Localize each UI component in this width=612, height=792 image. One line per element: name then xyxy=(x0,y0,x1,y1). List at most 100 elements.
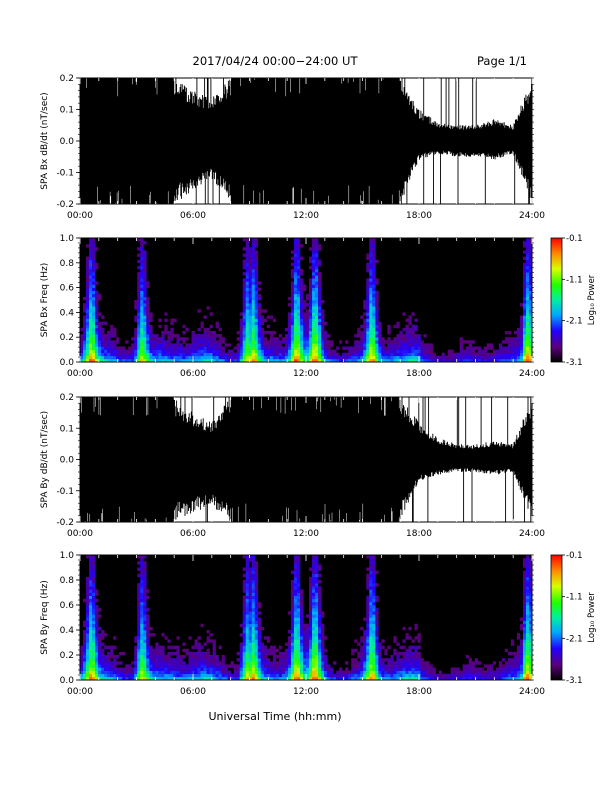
spectrogram-cell xyxy=(435,358,439,363)
spectrogram-cell xyxy=(242,272,247,276)
spectrogram-cell xyxy=(95,262,99,267)
spectrogram-cell xyxy=(263,661,268,665)
spectrogram-cell xyxy=(366,636,370,640)
spectrogram-cell xyxy=(324,343,328,347)
spectrogram-cell xyxy=(152,633,156,637)
spectrogram-cell xyxy=(236,349,240,353)
spectrogram-cell xyxy=(369,318,373,322)
spectrogram-cell xyxy=(176,358,180,363)
spectrogram-cell xyxy=(312,601,316,606)
spectrogram-cell xyxy=(420,664,424,668)
spectrogram-cell xyxy=(357,673,361,678)
spectrogram-cell xyxy=(92,318,96,322)
spectrogram-cell xyxy=(408,664,412,668)
spectrogram-cell xyxy=(95,633,99,637)
spectrogram-cell xyxy=(309,312,313,316)
spectrogram-cell xyxy=(254,238,259,242)
spectrogram-cell xyxy=(98,676,102,681)
spectrogram-cell xyxy=(248,290,253,295)
spectrogram-cell xyxy=(299,623,304,628)
spectrogram-cell xyxy=(248,300,253,304)
spectrogram-cell xyxy=(146,664,150,668)
spectrogram-cell xyxy=(315,564,319,568)
spectrogram-cell xyxy=(140,633,144,637)
spectrogram-cell xyxy=(525,250,530,254)
spectrogram-cell xyxy=(275,358,280,363)
spectrogram-cell xyxy=(98,645,102,650)
spectrogram-cell xyxy=(378,337,382,341)
spectrogram-cell xyxy=(137,287,141,291)
spectrogram-cell xyxy=(260,343,265,347)
spectrogram-cell xyxy=(119,670,123,675)
spectrogram-cell xyxy=(212,645,216,650)
spectrogram-cell xyxy=(248,642,253,646)
spectrogram-cell xyxy=(101,636,105,640)
spectrogram-cell xyxy=(296,614,301,618)
spectrogram-cell xyxy=(263,667,268,671)
spectrogram-cell xyxy=(495,670,500,675)
spectrogram-cell xyxy=(239,327,244,332)
spectrogram-cell xyxy=(98,331,102,335)
spectrogram-cell xyxy=(290,626,295,631)
spectrogram-cell xyxy=(101,331,105,335)
spectrogram-cell xyxy=(312,346,316,350)
spectrogram-cell xyxy=(221,667,225,671)
spectrogram-cell xyxy=(438,355,442,360)
spectrogram-cell xyxy=(513,358,518,363)
spectrogram-cell xyxy=(525,614,530,618)
spectrogram-cell xyxy=(101,327,105,332)
spectrogram-cell xyxy=(254,293,259,298)
spectrogram-cell xyxy=(312,259,316,264)
spectrogram-cell xyxy=(143,645,147,650)
spectrogram-cell xyxy=(83,655,87,659)
spectrogram-cell xyxy=(408,331,412,335)
spectrogram-cell xyxy=(369,343,373,347)
spectrogram-cell xyxy=(146,355,150,360)
spectrogram-cell xyxy=(519,626,524,631)
spectrogram-cell xyxy=(242,259,247,264)
spectrogram-cell xyxy=(290,346,295,350)
spectrogram-cell xyxy=(263,340,268,344)
spectrogram-cell xyxy=(327,355,331,360)
spectrogram-cell xyxy=(89,352,93,357)
spectrogram-cell xyxy=(369,564,373,568)
spectrogram-cell xyxy=(369,355,373,360)
spectrogram-cell xyxy=(137,247,141,251)
spectrogram-cell xyxy=(381,346,385,350)
spectrogram-cell xyxy=(95,670,99,675)
spectrogram-cell xyxy=(318,321,322,326)
spectrogram-cell xyxy=(513,349,518,353)
spectrogram-cell xyxy=(522,642,527,646)
spectrogram-cell xyxy=(248,340,253,344)
spectrogram-cell xyxy=(80,655,84,659)
spectrogram-cell xyxy=(83,664,87,668)
spectrogram-cell xyxy=(101,651,105,656)
spectrogram-cell xyxy=(468,667,473,671)
spectrogram-cell xyxy=(405,676,409,681)
spectrogram-cell xyxy=(501,670,506,675)
spectrogram-cell xyxy=(327,334,331,338)
spectrogram-cell xyxy=(290,611,295,615)
spectrogram-cell xyxy=(363,648,367,653)
spectrogram-cell xyxy=(528,658,533,662)
spectrogram-cell xyxy=(254,253,259,257)
spectrogram-cell xyxy=(312,573,316,578)
spectrogram-cell xyxy=(318,673,322,678)
spectrogram-cell xyxy=(278,340,283,344)
spectrogram-cell xyxy=(194,352,198,357)
spectrogram-cell xyxy=(522,343,527,347)
spectrogram-cell xyxy=(315,667,319,671)
spectrogram-cell xyxy=(296,318,301,322)
spectrogram-cell xyxy=(522,655,527,659)
spectrogram-cell xyxy=(369,645,373,650)
spectrogram-cell xyxy=(200,358,204,363)
spectrogram-cell xyxy=(525,284,530,288)
spectrogram-cell xyxy=(80,334,84,338)
spectrogram-cell xyxy=(209,664,213,668)
y-axis-label: SPA Bx Freq (Hz) xyxy=(40,263,50,338)
spectrogram-cell xyxy=(188,346,192,350)
spectrogram-cell xyxy=(86,639,90,643)
spectrogram-cell xyxy=(369,327,373,332)
spectrogram-cell xyxy=(378,661,382,665)
spectrogram-cell xyxy=(414,337,418,341)
